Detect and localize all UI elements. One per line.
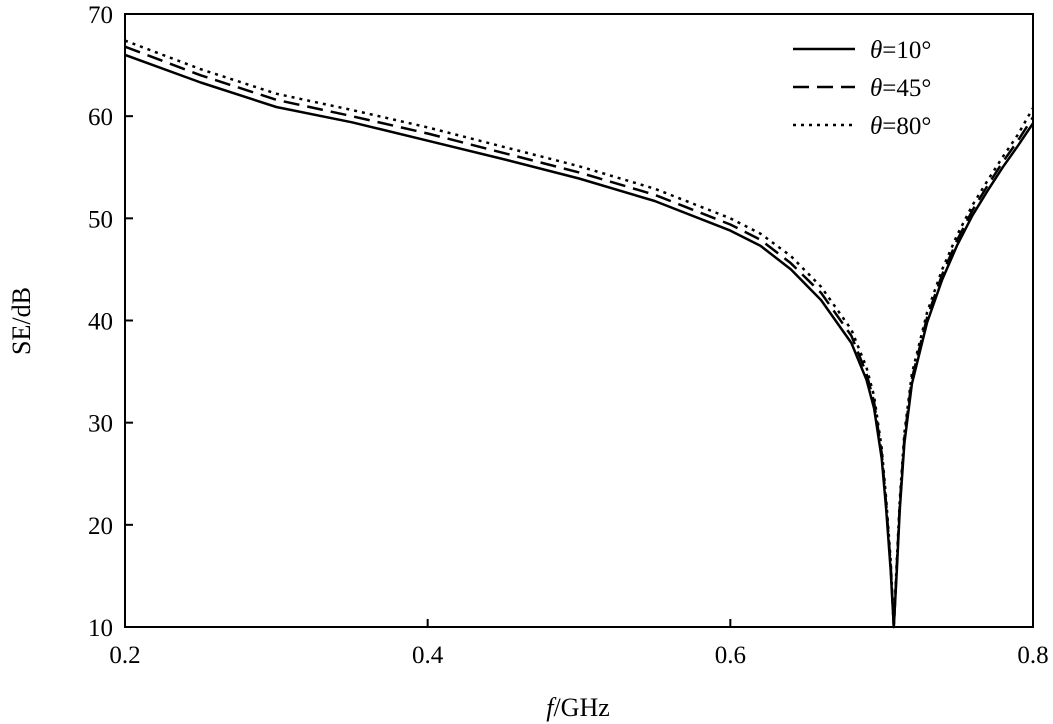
ticks-layer: 0.2 0.4 0.6 0.8 10 20 30 40 50 60 70 [88, 2, 1049, 669]
y-tick-label: 30 [88, 411, 113, 438]
legend-variable: θ [870, 75, 882, 102]
x-axis-title: f/GHz [546, 693, 610, 722]
legend: θ=10°θ=45°θ=80° [793, 37, 931, 140]
legend-label-3: θ=80° [870, 113, 931, 140]
legend-value: =45° [882, 75, 931, 102]
legend-label-1: θ=10° [870, 37, 931, 64]
y-tick-label: 60 [88, 104, 113, 131]
x-axis-unit: /GHz [553, 693, 609, 722]
legend-value: =10° [882, 37, 931, 64]
y-tick-label: 40 [88, 309, 113, 336]
series-line-2 [124, 45, 1035, 629]
legend-variable: θ [870, 113, 882, 140]
legend-label-2: θ=45° [870, 75, 931, 102]
x-axis-variable: f [546, 693, 557, 722]
series-line-3 [124, 39, 1035, 629]
legend-variable: θ [870, 37, 882, 64]
x-tick-label: 0.4 [412, 642, 444, 669]
x-tick-label: 0.6 [715, 642, 746, 669]
legend-value: =80° [882, 113, 931, 140]
x-tick-label: 0.2 [109, 642, 140, 669]
y-tick-label: 10 [88, 615, 113, 642]
y-tick-label: 20 [88, 513, 113, 540]
series-layer [124, 39, 1035, 629]
y-axis-title: SE/dB [7, 287, 36, 355]
x-tick-label: 0.8 [1017, 642, 1048, 669]
y-tick-label: 70 [88, 2, 113, 29]
y-tick-label: 50 [88, 206, 113, 233]
